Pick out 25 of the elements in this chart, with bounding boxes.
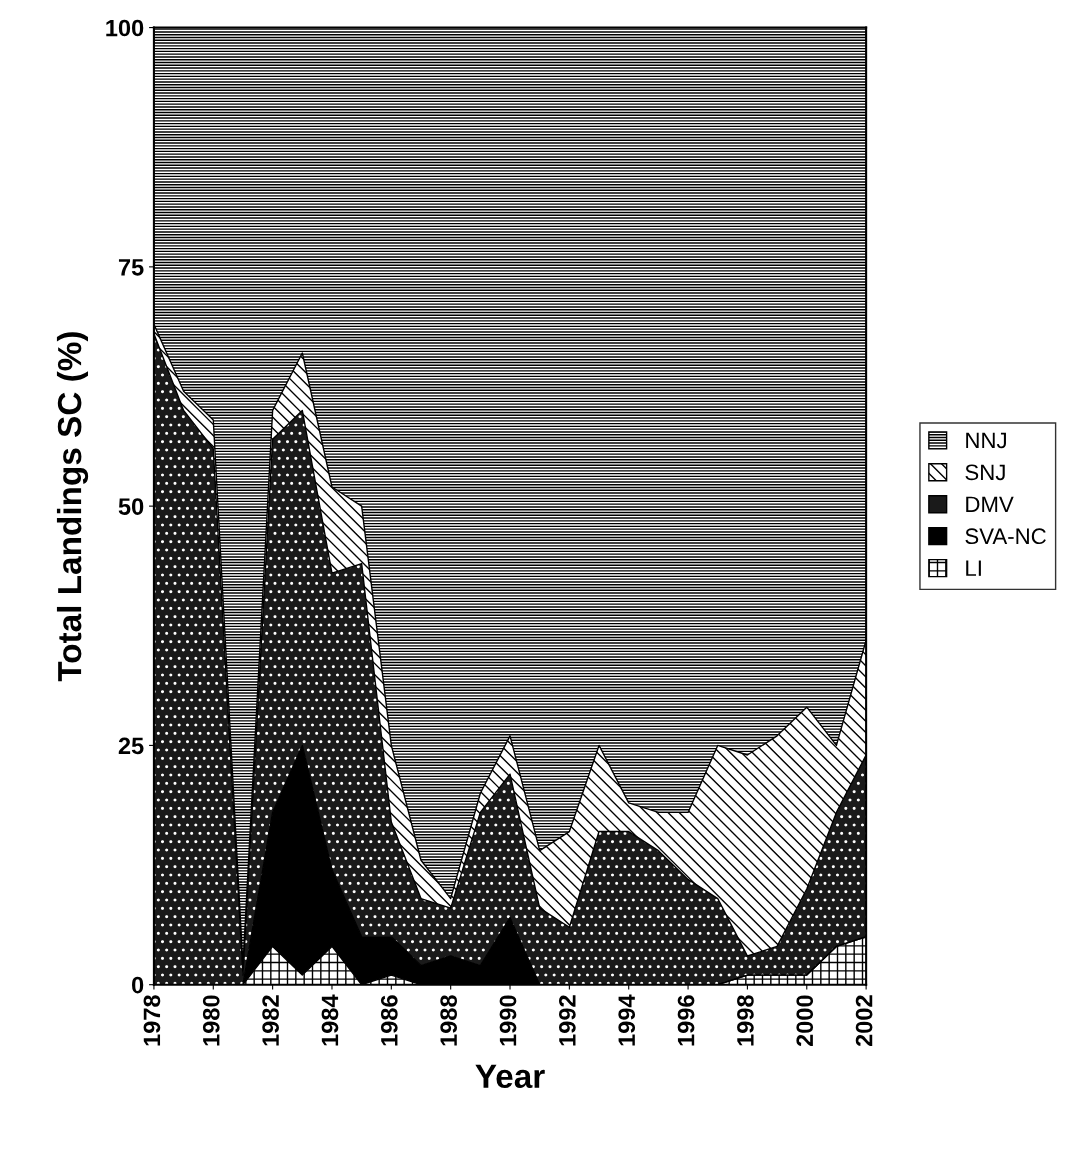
x-tick-label: 1984 xyxy=(321,994,339,1046)
y-tick-label: 50 xyxy=(118,498,144,515)
x-tick-label: 1996 xyxy=(677,995,695,1046)
legend-label: DMV xyxy=(966,496,1014,512)
x-tick-label: 1986 xyxy=(380,995,398,1046)
legend-label: NNJ xyxy=(966,432,1006,449)
x-tick-label: 2002 xyxy=(855,995,873,1047)
y-tick-label: 25 xyxy=(118,737,144,755)
legend-label: SVA-NC xyxy=(965,528,1046,545)
x-tick-label: 1982 xyxy=(262,995,279,1046)
y-tick-label: 75 xyxy=(118,259,144,276)
y-axis-title: Total Landings SC (%) xyxy=(56,332,89,682)
legend-label: SNJ xyxy=(965,464,1005,481)
x-tick-label: 1988 xyxy=(440,995,458,1046)
x-tick-label: 1978 xyxy=(143,995,161,1046)
legend-label: LI xyxy=(966,560,981,576)
y-tick-label: 100 xyxy=(106,19,144,37)
x-tick-label: 1992 xyxy=(558,995,576,1046)
x-tick-label: 1980 xyxy=(202,995,220,1046)
x-axis-title: Year xyxy=(475,1064,545,1089)
y-tick-label: 0 xyxy=(132,976,144,994)
x-tick-label: 1998 xyxy=(737,995,754,1046)
x-tick-label: 1994 xyxy=(618,994,636,1046)
x-tick-label: 1990 xyxy=(499,995,517,1046)
x-tick-label: 2000 xyxy=(796,995,814,1047)
